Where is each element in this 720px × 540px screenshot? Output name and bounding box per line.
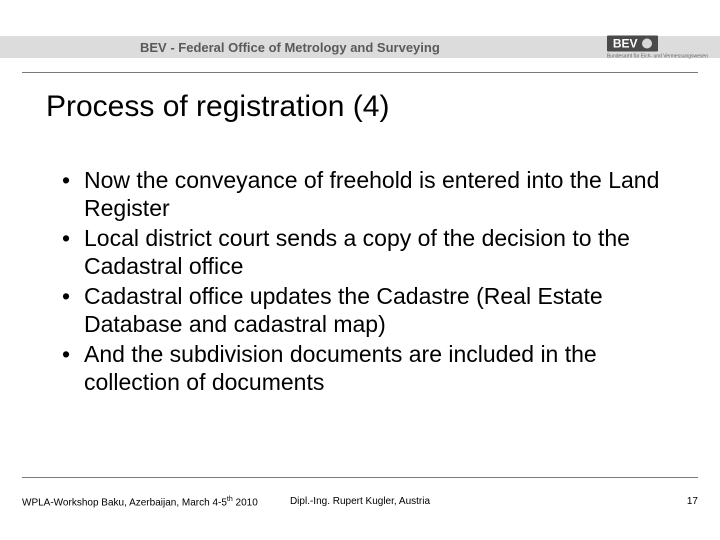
footer-left-post: 2010 [233,497,258,508]
list-item: Now the conveyance of freehold is entere… [58,166,670,222]
bev-logo: BEV Bundesamt für Eich- und Vermessungsw… [607,35,708,60]
bullet-list: Now the conveyance of freehold is entere… [58,166,670,396]
content-area: Now the conveyance of freehold is entere… [58,166,670,398]
top-rule [22,72,698,73]
header-band: BEV - Federal Office of Metrology and Su… [0,36,720,58]
logo-circle-icon [642,39,652,49]
logo-box: BEV [607,36,658,52]
footer-center: Dipl.-Ing. Rupert Kugler, Austria [290,496,430,507]
slide: { "header": { "band_top": 36, "org_name"… [0,0,720,540]
footer-left-pre: WPLA-Workshop Baku, Azerbaijan, March 4-… [22,497,227,508]
list-item: Cadastral office updates the Cadastre (R… [58,282,670,338]
list-item: And the subdivision documents are includ… [58,340,670,396]
footer-left: WPLA-Workshop Baku, Azerbaijan, March 4-… [22,496,258,508]
bottom-rule [22,477,698,478]
list-item: Local district court sends a copy of the… [58,224,670,280]
page-number: 17 [687,496,698,507]
footer: WPLA-Workshop Baku, Azerbaijan, March 4-… [22,496,698,508]
logo-text: BEV [613,37,638,51]
logo-subtext: Bundesamt für Eich- und Vermessungswesen [607,54,708,60]
slide-title: Process of registration (4) [46,90,389,124]
org-name: BEV - Federal Office of Metrology and Su… [140,40,440,55]
